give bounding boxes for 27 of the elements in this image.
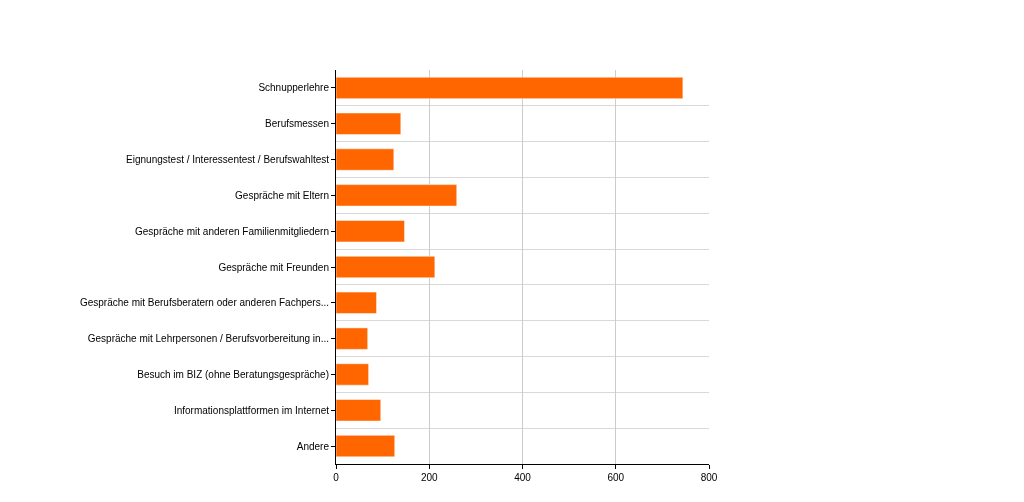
y-tick-label: Besuch im BIZ (ohne Beratungsgespräche): [137, 368, 329, 380]
x-tick-label: 600: [607, 472, 625, 483]
bar: [336, 112, 402, 135]
bar: [336, 255, 436, 279]
x-tick-label: 0: [333, 472, 340, 483]
y-tick-label: Andere: [296, 440, 330, 452]
bar: [336, 363, 370, 386]
y-tick-label: Berufsmessen: [265, 118, 329, 130]
y-tick-label: Gespräche mit anderen Familienmitgliedern: [135, 225, 329, 237]
y-tick-label: Gespräche mit Eltern: [235, 189, 329, 201]
bar: [336, 291, 378, 315]
bar: [336, 184, 458, 207]
bar: [336, 434, 396, 458]
y-tick-label: Schnupperlehre: [258, 82, 330, 94]
x-tick-label: 200: [420, 472, 439, 483]
bar: [336, 327, 369, 350]
bar: [336, 148, 395, 171]
y-tick-label: Eignungstest / Interessentest / Berufswahltest: [126, 154, 330, 166]
y-tick-label: Gespräche mit Freunden: [218, 261, 329, 273]
y-tick-label: Informationsplattformen im Internet: [173, 404, 330, 416]
bar: [336, 219, 406, 243]
y-tick-label: Gespräche mit Berufsberatern oder anderen Fachpers...: [79, 297, 329, 309]
x-tick-label: 400: [514, 472, 532, 483]
bar: [336, 399, 382, 422]
y-tick-label: Gespräche mit Lehrpersonen / Berufsvorbereitung in...: [87, 333, 329, 345]
bar: [336, 76, 684, 100]
x-tick-label: 800: [700, 472, 718, 483]
